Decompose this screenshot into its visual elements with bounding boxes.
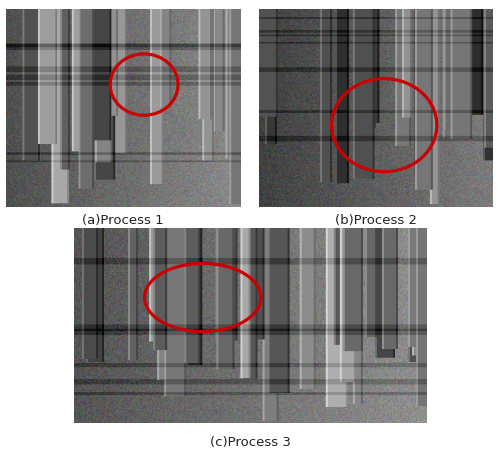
- Text: (b)Process 2: (b)Process 2: [335, 214, 417, 227]
- Text: (c)Process 3: (c)Process 3: [210, 436, 290, 449]
- Text: (a)Process 1: (a)Process 1: [82, 214, 164, 227]
